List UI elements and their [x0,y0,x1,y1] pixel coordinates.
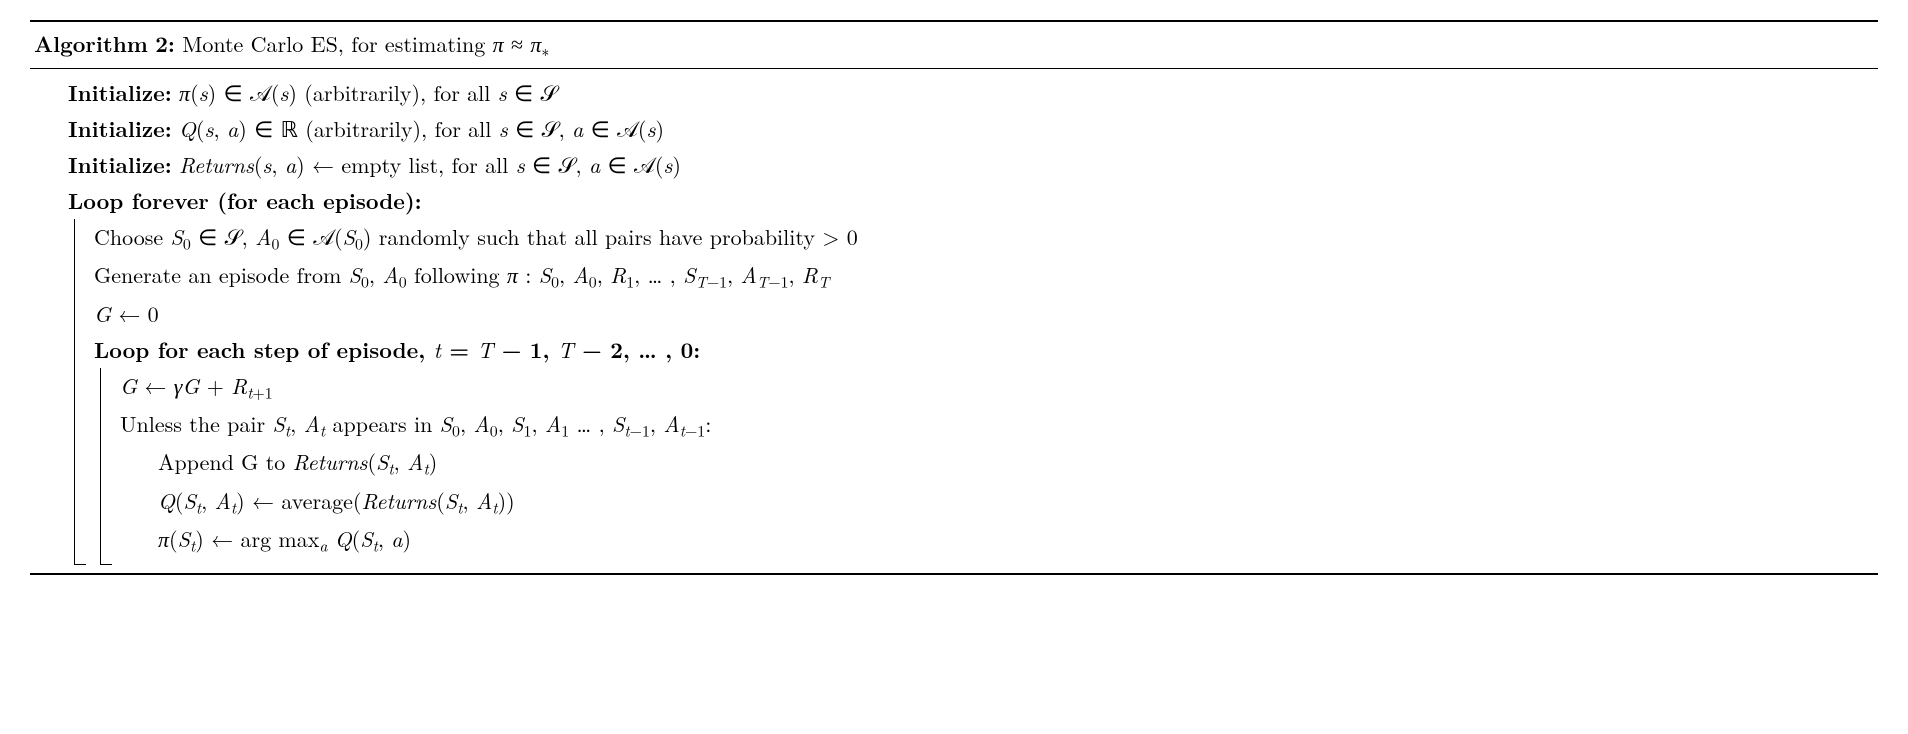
algorithm-title: Monte Carlo ES, for estimating π ≈ π∗ [182,28,549,59]
outer-step-2: Generate an episode from S0, A0 followin… [94,257,1874,295]
unless-step-2: Q(St, At) ← average(Returns(St, At)) [158,483,1874,521]
outer-loop-block: Choose S0 ∈ 𝒮, A0 ∈ 𝒜(S0) randomly such … [68,219,1874,566]
block-bar-icon [100,368,101,566]
unless-step-1: Append G to Returns(St, At) [158,444,1874,482]
bottom-rule [30,573,1878,575]
init-text-3: Returns(s, a) ← empty list, for all s ∈ … [179,149,681,180]
algorithm-title-row: Algorithm 2: Monte Carlo ES, for estimat… [30,22,1878,68]
algorithm-number-value: 2 [155,28,168,59]
algorithm-body: Initialize: π(s) ∈ 𝒜(s) (arbitrarily), f… [30,69,1878,573]
outer-step-3: G ← 0 [94,296,1874,332]
inner-loop-label: Loop for each step of episode, t = T − 1… [94,332,1874,368]
block-bar-icon [74,219,75,566]
inner-step-2: Unless the pair St, At appears in S0, A0… [120,406,1874,444]
algorithm-colon: : [168,28,175,59]
init-label: Initialize: [68,149,172,180]
outer-loop-label: Loop forever (for each episode): [68,183,1874,219]
init-label: Initialize: [68,113,172,144]
init-label: Initialize: [68,77,172,108]
init-line-1: Initialize: π(s) ∈ 𝒜(s) (arbitrarily), f… [68,75,1874,111]
init-line-3: Initialize: Returns(s, a) ← empty list, … [68,147,1874,183]
init-text-1: π(s) ∈ 𝒜(s) (arbitrarily), for all s ∈ 𝒮 [179,77,558,108]
block-hook-icon [74,564,86,565]
algorithm-box: Algorithm 2: Monte Carlo ES, for estimat… [30,20,1878,575]
init-line-2: Initialize: Q(s, a) ∈ ℝ (arbitrarily), f… [68,111,1874,147]
outer-step-1: Choose S0 ∈ 𝒮, A0 ∈ 𝒜(S0) randomly such … [94,219,1874,257]
algorithm-label: Algorithm [34,28,148,59]
inner-step-1: G ← γG + Rt+1 [120,368,1874,406]
unless-block: Append G to Returns(St, At) Q(St, At) ← … [120,444,1874,559]
inner-loop-block: G ← γG + Rt+1 Unless the pair St, At app… [94,368,1874,566]
init-text-2: Q(s, a) ∈ ℝ (arbitrarily), for all s ∈ 𝒮… [179,113,664,144]
block-hook-icon [100,564,112,565]
unless-step-3: π(St) ← arg maxa Q(St, a) [158,521,1874,559]
